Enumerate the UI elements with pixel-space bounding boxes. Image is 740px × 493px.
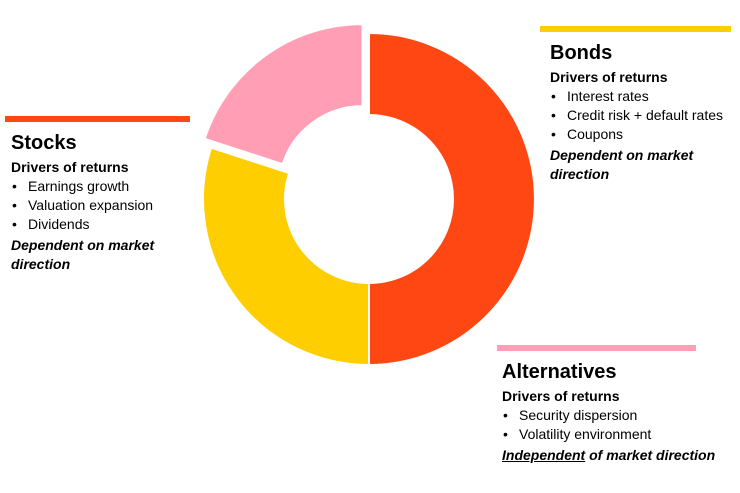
driver-text: Interest rates bbox=[567, 88, 649, 104]
stocks-segment bbox=[368, 31, 536, 367]
list-item: • Earnings growth bbox=[11, 177, 195, 196]
driver-text: Security dispersion bbox=[519, 407, 638, 423]
bullet-icon: • bbox=[12, 216, 17, 232]
stocks-drivers-label: Drivers of returns bbox=[11, 159, 129, 175]
list-item: • Valuation expansion bbox=[11, 196, 195, 215]
alternatives-title: Alternatives bbox=[502, 361, 617, 383]
bullet-icon: • bbox=[551, 107, 556, 123]
stocks-panel: Stocks Drivers of returns • Earnings grow… bbox=[5, 116, 195, 274]
list-item: • Security dispersion bbox=[502, 406, 737, 425]
alternatives-drivers-list: • Security dispersion • Volatility environ… bbox=[502, 406, 737, 444]
stocks-color-bar bbox=[5, 116, 190, 122]
bullet-icon: • bbox=[503, 407, 508, 423]
alternatives-color-bar bbox=[497, 345, 696, 351]
stocks-title: Stocks bbox=[11, 132, 77, 154]
list-item: • Interest rates bbox=[550, 87, 735, 106]
bonds-color-bar bbox=[540, 26, 731, 32]
driver-text: Dividends bbox=[28, 216, 90, 232]
list-item: • Coupons bbox=[550, 125, 735, 144]
bonds-title: Bonds bbox=[550, 42, 613, 64]
bullet-icon: • bbox=[503, 426, 508, 442]
bullet-icon: • bbox=[12, 178, 17, 194]
alternatives-segment bbox=[203, 23, 364, 166]
list-item: • Credit risk + default rates bbox=[550, 106, 735, 125]
driver-text: Earnings growth bbox=[28, 178, 130, 194]
stocks-drivers-list: • Earnings growth • Valuation expansion • D… bbox=[11, 177, 195, 234]
driver-text: Coupons bbox=[567, 126, 624, 142]
bonds-drivers-label: Drivers of returns bbox=[550, 69, 668, 85]
bonds-drivers-list: • Interest rates • Credit risk + default r… bbox=[550, 87, 735, 144]
alternatives-drivers-label: Drivers of returns bbox=[502, 388, 620, 404]
list-item: • Dividends bbox=[11, 215, 195, 234]
driver-text: Credit risk + default rates bbox=[567, 107, 724, 123]
alternatives-market-note: Independent of market direction bbox=[502, 446, 737, 465]
bullet-icon: • bbox=[551, 88, 556, 104]
stocks-market-note: Dependent on market direction bbox=[11, 237, 155, 272]
bullet-icon: • bbox=[551, 126, 556, 142]
list-item: • Volatility environment bbox=[502, 425, 737, 444]
driver-text: Volatility environment bbox=[519, 426, 652, 442]
bonds-panel: Bonds Drivers of returns • Interest rates… bbox=[540, 26, 735, 184]
driver-text: Valuation expansion bbox=[28, 197, 154, 213]
bonds-market-note: Dependent on market direction bbox=[550, 147, 694, 182]
bonds-segment bbox=[202, 146, 370, 367]
bullet-icon: • bbox=[12, 197, 17, 213]
alternatives-note-emphasis: Independent bbox=[502, 447, 586, 463]
alternatives-panel: Alternatives Drivers of returns • Securit… bbox=[497, 345, 737, 465]
alternatives-note-rest: of market direction bbox=[585, 447, 716, 463]
